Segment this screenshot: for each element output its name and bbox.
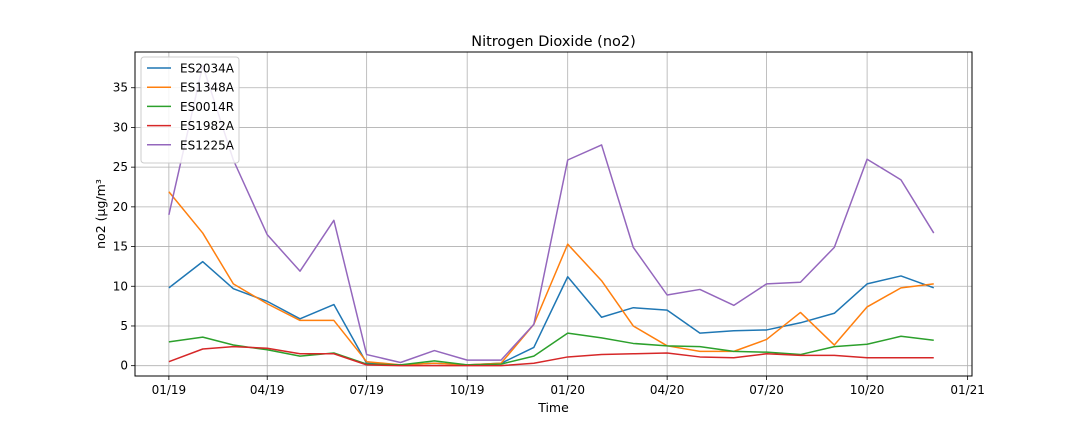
x-tick-label: 01/20	[550, 383, 585, 397]
x-axis: 01/19 04/19 07/19 10/19 01/20 04/20 07/20 10/20…	[152, 376, 985, 397]
series-line-es2034a	[168, 260, 935, 366]
y-tick-label: 5	[120, 319, 128, 333]
y-tick-label: 0	[120, 359, 128, 373]
x-tick-label: 01/19	[152, 383, 187, 397]
legend-label: ES1982A	[180, 119, 235, 133]
y-tick-label: 20	[113, 200, 128, 214]
plot-frame	[134, 51, 973, 377]
series-line-es1348a	[168, 191, 934, 366]
y-tick-label: 30	[113, 120, 128, 134]
x-tick-label: 01/21	[950, 383, 985, 397]
legend: ES2034A ES1348A ES0014R ES1982A ES1225A	[140, 56, 240, 164]
chart-title: Nitrogen Dioxide (no2)	[471, 34, 636, 50]
y-tick-label: 25	[113, 160, 128, 174]
x-tick-label: 04/20	[650, 383, 685, 397]
y-axis-title: no2 (µg/m³	[93, 179, 108, 249]
series-line-es1225a	[168, 64, 935, 364]
legend-label: ES1348A	[180, 81, 235, 95]
x-tick-label: 04/19	[250, 383, 285, 397]
x-tick-label: 07/20	[749, 383, 784, 397]
grid	[135, 52, 972, 376]
y-tick-label: 15	[113, 240, 128, 254]
series-line-es1982a	[168, 345, 934, 367]
legend-box	[140, 56, 240, 164]
series-lines	[168, 64, 935, 367]
series-line-es0014r	[168, 332, 934, 366]
x-axis-title: Time	[537, 400, 569, 415]
legend-label: ES1225A	[180, 138, 235, 152]
x-tick-label: 10/20	[850, 383, 885, 397]
y-tick-label: 10	[113, 279, 128, 293]
x-tick-label: 10/19	[450, 383, 485, 397]
y-tick-label: 35	[113, 81, 128, 95]
legend-label: ES2034A	[180, 62, 235, 76]
legend-label: ES0014R	[180, 100, 234, 114]
y-axis: 0 5 10 15 20 25 30 35	[113, 81, 135, 373]
x-tick-label: 07/19	[349, 383, 384, 397]
